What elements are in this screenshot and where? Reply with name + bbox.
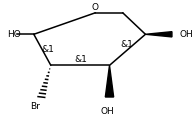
Polygon shape bbox=[145, 32, 172, 37]
Text: &1: &1 bbox=[120, 40, 133, 49]
Text: OH: OH bbox=[180, 30, 193, 39]
Text: &1: &1 bbox=[41, 45, 54, 54]
Text: OH: OH bbox=[101, 107, 114, 116]
Text: HO: HO bbox=[7, 30, 21, 39]
Text: &1: &1 bbox=[74, 55, 87, 64]
Polygon shape bbox=[105, 65, 114, 97]
Text: Br: Br bbox=[30, 102, 40, 111]
Text: O: O bbox=[92, 3, 99, 12]
